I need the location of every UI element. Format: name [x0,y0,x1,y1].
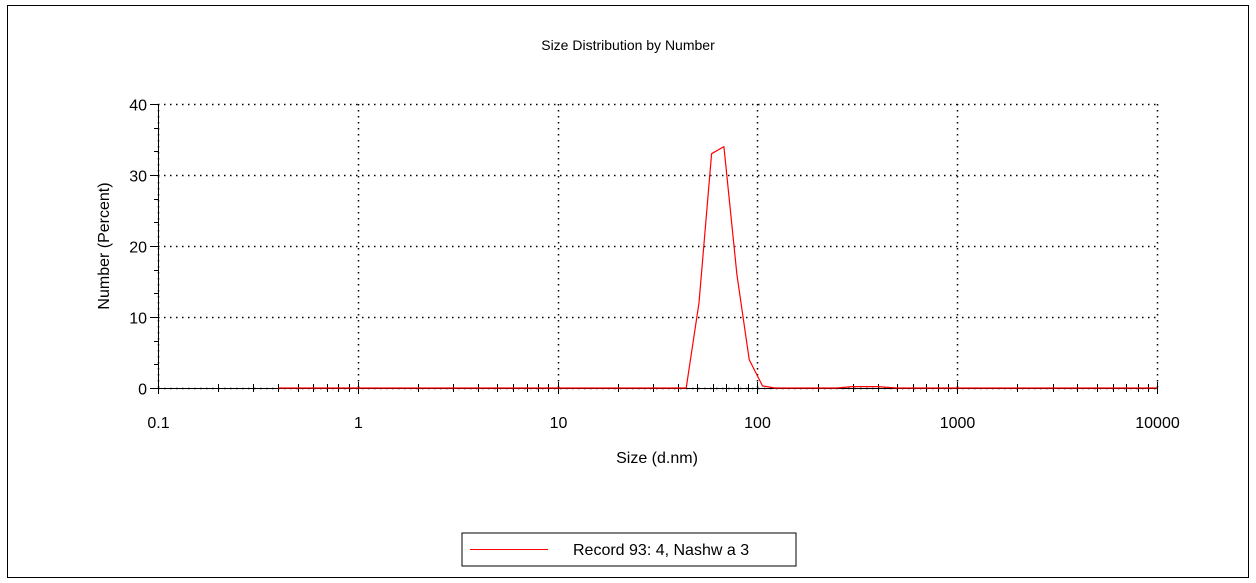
series-lines [278,146,1157,389]
x-axis-title: Size (d.nm) [616,450,698,467]
y-tick-label: 0 [138,382,147,399]
y-tick-label: 10 [129,311,147,328]
chart-title: Size Distribution by Number [541,37,715,53]
x-tick-label: 0.1 [147,415,169,432]
y-axis-title: Number (Percent) [96,182,113,309]
grid-lines [157,103,1159,390]
x-tick-label: 100 [744,415,771,432]
y-tick-label: 40 [129,98,147,115]
tick-labels: 0 10 20 30 40 0.1 1 10 100 1000 10000 [129,98,1180,433]
legend-label: Record 93: 4, Nashw a 3 [573,542,749,559]
legend: Record 93: 4, Nashw a 3 [461,532,797,567]
chart-frame: Size Distribution by Number 0 10 20 30 40 0.1… [7,5,1249,578]
series-line [278,146,1157,389]
x-tick-label: 10 [550,415,568,432]
x-tick-label: 1000 [940,415,976,432]
x-tick-label: 10000 [1135,415,1180,432]
y-tick-label: 20 [129,240,147,257]
x-tick-label: 1 [354,415,363,432]
axes [150,104,1158,394]
chart-svg: Size Distribution by Number 0 10 20 30 40 0.1… [96,37,1180,567]
y-tick-label: 30 [129,169,147,186]
